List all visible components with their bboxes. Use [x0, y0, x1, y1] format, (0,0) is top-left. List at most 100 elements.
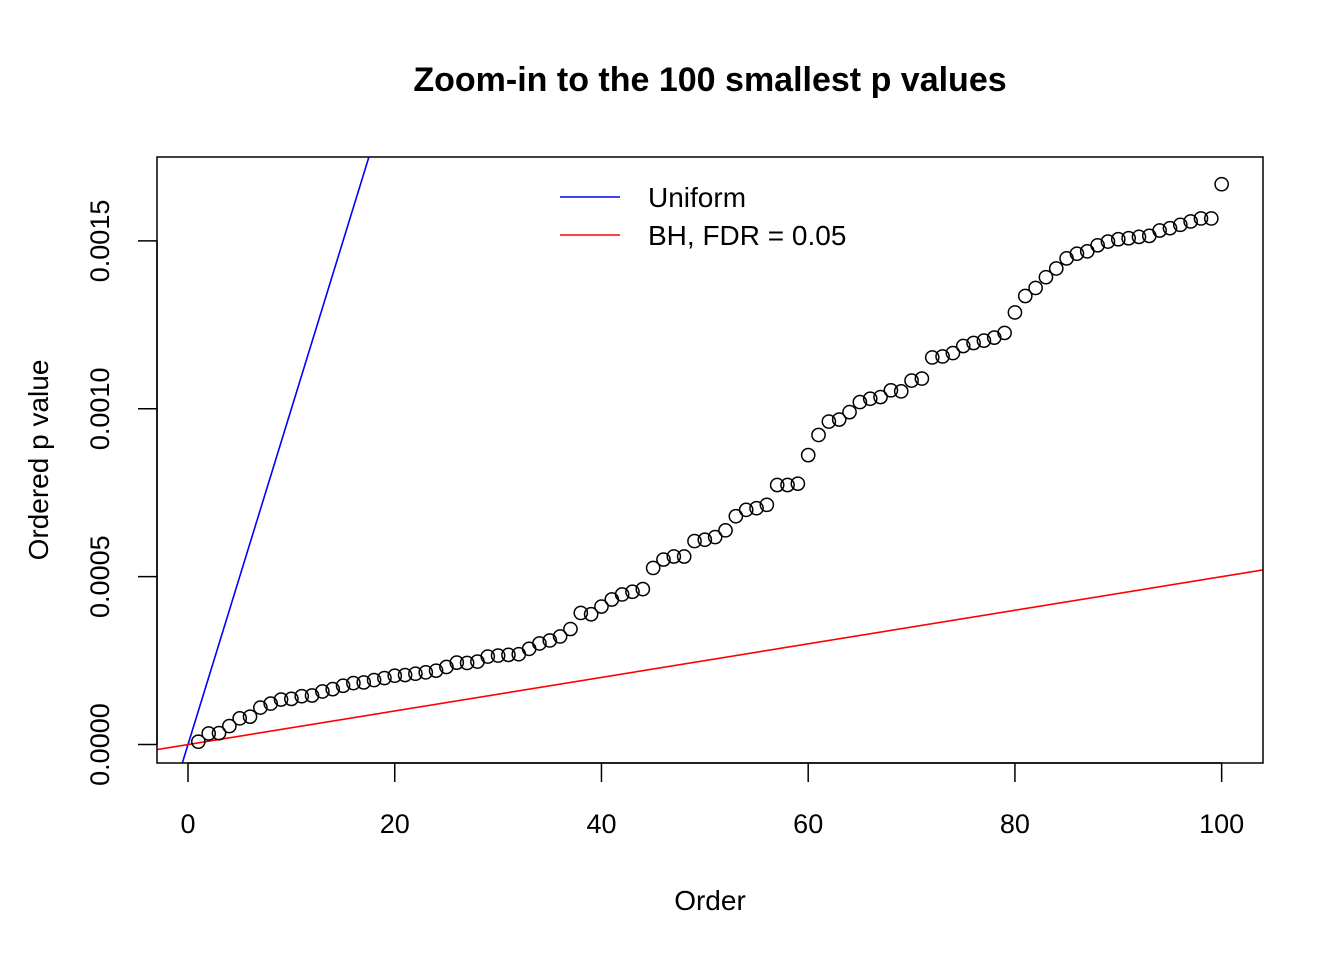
data-point: [1131, 229, 1147, 245]
data-point: [304, 688, 320, 703]
x-tick-label: 80: [1000, 809, 1030, 839]
reference-lines: [157, 157, 1263, 763]
data-point: [377, 670, 392, 686]
data-point: [1007, 305, 1023, 320]
data-point: [707, 529, 723, 545]
data-point: [904, 373, 919, 388]
data-point: [325, 681, 341, 697]
data-point: [356, 675, 372, 690]
legend: Uniform BH, FDR = 0.05: [560, 182, 846, 251]
data-point: [1162, 220, 1178, 236]
data-point: [738, 502, 754, 518]
x-tick-label: 40: [586, 809, 616, 839]
data-point: [397, 667, 413, 683]
data-point: [687, 533, 702, 549]
data-point: [284, 691, 299, 707]
data-point: [676, 549, 692, 564]
data-point: [1090, 237, 1105, 253]
data-point: [490, 648, 506, 663]
data-point: [201, 726, 217, 741]
data-point: [573, 605, 589, 621]
data-point: [955, 338, 971, 354]
data-point: [759, 497, 775, 513]
data-point: [315, 684, 330, 699]
data-point: [222, 718, 237, 734]
data-point: [873, 389, 888, 405]
data-point: [418, 665, 434, 680]
data-point: [1028, 280, 1043, 296]
data-point: [728, 508, 744, 524]
data-point: [1141, 228, 1157, 244]
data-point: [862, 391, 878, 407]
data-point: [439, 659, 454, 675]
x-tick-label: 100: [1199, 809, 1244, 839]
chart-title: Zoom-in to the 100 smallest p values: [413, 61, 1006, 99]
data-point: [718, 522, 733, 538]
data-point: [625, 584, 640, 600]
data-point: [1152, 223, 1167, 238]
y-axis-label: Ordered p value: [23, 360, 54, 561]
data-point: [635, 581, 651, 597]
data-point: [790, 476, 806, 492]
data-point: [1214, 176, 1230, 192]
y-axis: 0.0000 0.0005 0.0010 0.0015: [85, 200, 158, 786]
data-point: [656, 552, 671, 567]
data-point: [263, 696, 279, 711]
data-point: [563, 621, 578, 637]
data-point: [190, 734, 206, 750]
data-point: [594, 599, 609, 614]
data-point: [552, 629, 568, 644]
x-tick-label: 60: [793, 809, 823, 839]
data-point: [883, 382, 899, 398]
data-point: [1172, 217, 1188, 233]
data-point: [511, 646, 527, 662]
data-point: [211, 725, 227, 741]
data-point: [335, 678, 351, 694]
data-point: [1069, 246, 1085, 262]
data-point: [459, 655, 475, 671]
y-tick-label: 0.0015: [85, 200, 115, 283]
data-point: [935, 349, 950, 364]
data-point: [521, 641, 537, 657]
data-point: [852, 394, 868, 410]
data-point: [831, 412, 847, 427]
y-tick-label: 0.0005: [85, 535, 115, 618]
data-point: [1059, 251, 1074, 266]
data-point: [976, 333, 992, 348]
data-point: [1038, 269, 1054, 285]
data-point: [924, 350, 940, 365]
data-point: [408, 666, 423, 682]
x-axis: 0 20 40 60 80 100: [180, 762, 1244, 839]
data-point: [1100, 234, 1116, 249]
y-tick-label: 0.0010: [85, 368, 115, 451]
data-point: [294, 688, 310, 704]
legend-label: BH, FDR = 0.05: [648, 220, 846, 251]
x-tick-label: 20: [380, 809, 410, 839]
data-point: [893, 383, 909, 399]
data-point: [1193, 211, 1209, 226]
data-point: [614, 587, 630, 602]
data-point: [604, 592, 620, 607]
data-point: [232, 710, 248, 726]
legend-label: Uniform: [648, 182, 746, 213]
data-point: [253, 700, 268, 715]
data-point: [428, 663, 444, 679]
x-axis-label: Order: [674, 885, 746, 916]
reference-line-bh: [157, 569, 1263, 751]
data-point: [480, 649, 496, 664]
data-point: [966, 335, 981, 351]
data-point: [697, 532, 713, 548]
data-point: [542, 633, 558, 648]
data-point: [1203, 211, 1219, 226]
data-point: [346, 675, 361, 691]
data-points: [190, 176, 1230, 750]
data-point: [242, 709, 258, 725]
data-point: [800, 447, 816, 463]
data-point: [821, 414, 837, 429]
data-point: [1183, 214, 1198, 229]
data-point: [1110, 231, 1126, 247]
data-point: [1121, 230, 1136, 246]
data-point: [645, 560, 661, 576]
data-point: [842, 404, 857, 420]
data-point: [811, 427, 826, 443]
